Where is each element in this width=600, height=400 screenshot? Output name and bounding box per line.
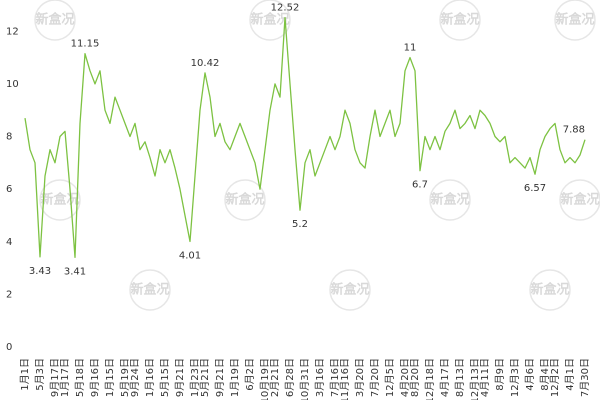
watermark-circle — [34, 0, 76, 41]
watermark-circle — [554, 0, 596, 41]
value-label: 3.43 — [29, 266, 51, 277]
x-tick-label: 1月19日 — [229, 358, 241, 397]
x-tick-label: 7月30日 — [579, 358, 591, 397]
watermark-circle — [429, 179, 471, 221]
x-tick-label: 3月16日 — [314, 358, 326, 397]
watermark-circle — [559, 179, 600, 221]
value-label: 11.15 — [71, 39, 100, 50]
value-label: 10.42 — [191, 58, 220, 69]
value-label: 4.01 — [179, 251, 201, 262]
y-tick-label: 2 — [6, 289, 12, 300]
x-tick-label: 8月4日 — [539, 358, 551, 391]
x-tick-label: 1月1日 — [19, 358, 31, 391]
y-tick-label: 0 — [6, 342, 12, 353]
x-tick-label: 5月15日 — [159, 358, 171, 397]
watermark: 新盒况 — [330, 282, 369, 298]
x-tick-label: 5月18日 — [74, 358, 86, 397]
x-tick-label: 12月13日 — [469, 358, 481, 400]
x-tick-label: 1月23日 — [189, 358, 201, 397]
x-tick-label: 4月17日 — [439, 358, 451, 397]
x-tick-label: 7月16日 — [329, 358, 341, 397]
x-tick-label: 9月24日 — [129, 358, 141, 397]
x-tick-label: 11月16日 — [339, 358, 351, 400]
watermark: 新盒况 — [530, 282, 569, 298]
x-tick-label: 6月2日 — [244, 358, 256, 391]
value-label: 5.2 — [292, 219, 308, 230]
y-tick-label: 8 — [6, 132, 12, 143]
x-tick-label: 3月20日 — [354, 358, 366, 397]
x-tick-label: 9月21日 — [174, 358, 186, 397]
y-tick-label: 4 — [6, 237, 12, 248]
watermark-circle — [249, 0, 291, 41]
watermark: 新盒况 — [40, 192, 79, 208]
x-tick-label: 6月28日 — [284, 358, 296, 397]
y-tick-label: 10 — [6, 79, 19, 90]
watermark: 新盒况 — [555, 12, 594, 28]
x-tick-label: 10月19日 — [259, 358, 271, 400]
watermark: 新盒况 — [35, 12, 74, 28]
x-tick-label: 12月2日 — [549, 358, 561, 397]
x-tick-label: 5月19日 — [119, 358, 131, 397]
value-label: 7.88 — [563, 125, 585, 136]
x-tick-label: 12月5日 — [384, 358, 396, 397]
x-tick-label: 1月15日 — [104, 358, 116, 397]
watermark: 新盒况 — [250, 12, 289, 28]
x-tick-label: 5月21日 — [199, 358, 211, 397]
x-tick-label: 2月21日 — [269, 358, 281, 397]
value-label: 6.57 — [524, 183, 546, 194]
x-tick-label: 4月1日 — [564, 358, 576, 391]
x-tick-label: 12月18日 — [424, 358, 436, 400]
x-tick-label: 8月9日 — [494, 358, 506, 391]
watermark: 新盒况 — [560, 192, 599, 208]
x-tick-label: 7月20日 — [369, 358, 381, 397]
x-tick-label: 9月16日 — [89, 358, 101, 397]
x-tick-label: 8月20日 — [409, 358, 421, 397]
y-tick-label: 12 — [6, 26, 19, 37]
y-tick-label: 6 — [6, 184, 12, 195]
watermark: 新盒况 — [225, 192, 264, 208]
watermark-circle — [439, 0, 481, 41]
watermark-circle — [39, 179, 81, 221]
watermark-circle — [529, 269, 571, 311]
watermark: 新盒况 — [130, 282, 169, 298]
x-tick-label: 9月21日 — [214, 358, 226, 397]
x-tick-label: 9月17日 — [49, 358, 61, 397]
x-tick-label: 4月11日 — [479, 358, 491, 397]
x-tick-label: 8月13日 — [454, 358, 466, 397]
watermark-circle — [224, 179, 266, 221]
value-label: 11 — [404, 43, 417, 54]
value-label: 12.52 — [271, 3, 300, 14]
x-tick-label: 1月17日 — [59, 358, 71, 397]
watermark: 新盒况 — [440, 12, 479, 28]
value-label: 6.7 — [412, 180, 428, 191]
value-label: 3.41 — [64, 266, 86, 277]
x-tick-label: 4月6日 — [524, 358, 536, 391]
data-line — [24, 16, 586, 258]
x-tick-label: 4月20日 — [399, 358, 411, 397]
x-tick-label: 5月3日 — [34, 358, 46, 391]
watermark-circle — [129, 269, 171, 311]
x-tick-label: 1月16日 — [144, 358, 156, 397]
x-tick-label: 10月31日 — [299, 358, 311, 400]
x-tick-label: 12月3日 — [509, 358, 521, 397]
watermark: 新盒况 — [430, 192, 469, 208]
watermark-circle — [329, 269, 371, 311]
